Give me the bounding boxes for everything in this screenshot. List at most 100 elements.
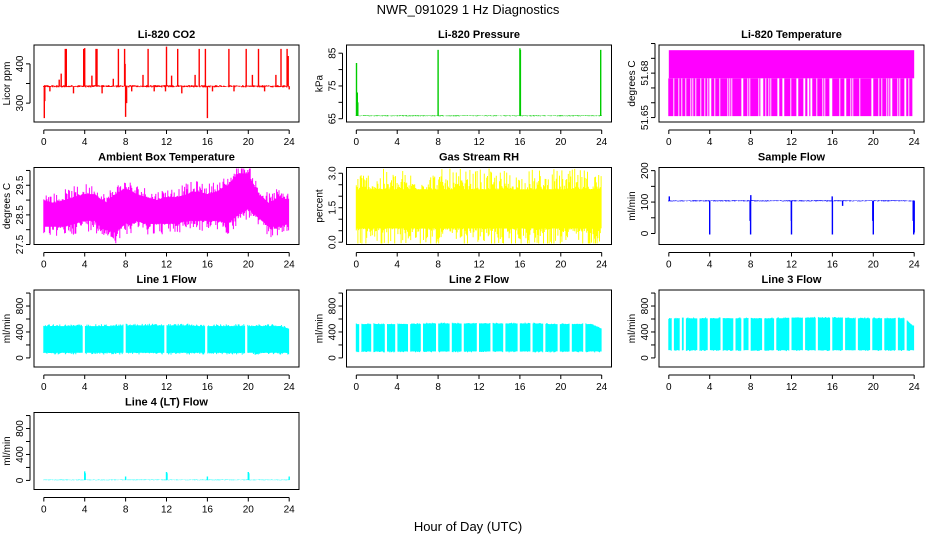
plot-frame [33,412,300,490]
x-tick-label: 24 [284,137,296,148]
y-axis-label: ml/min [315,314,326,343]
x-tick-label: 20 [243,505,255,516]
x-tick-label: 8 [123,505,129,516]
x-tick-label: 24 [596,260,608,271]
plot-frame [658,167,925,245]
y-tick-label: 300 [15,94,26,111]
panel-title: Line 3 Flow [762,274,822,286]
data-series [355,48,602,117]
y-tick-label: 29.5 [15,175,26,195]
data-series-upper [668,50,915,79]
panel-title: Ambient Box Temperature [98,152,235,164]
x-tick-label: 16 [514,137,526,148]
panel-title: Line 2 Flow [449,274,509,286]
x-tick-label: 0 [41,505,47,516]
x-tick-label: 24 [909,382,921,393]
x-tick-label: 4 [707,260,713,271]
x-tick-label: 0 [354,260,360,271]
x-tick-label: 4 [82,260,88,271]
x-tick-label: 8 [748,137,754,148]
x-tick-label: 16 [202,505,214,516]
y-tick-label: 200 [640,162,651,179]
panel-li-820-pressure: Li-820 Pressure kPa 0 4 8 12 16 20 24 65 75 85 [315,29,612,148]
y-tick-label: 75 [328,80,339,92]
panel-gas-stream-rh: Gas Stream RH percent 0 4 8 12 16 20 24 0.0 1.5 3.0 [315,152,612,271]
y-tick-label: 400 [15,446,26,463]
x-tick-label: 20 [243,137,255,148]
data-series-lower [668,78,913,117]
x-tick-label: 8 [123,260,129,271]
x-tick-label: 20 [555,382,567,393]
y-tick-label: 400 [15,323,26,340]
x-tick-label: 12 [473,137,485,148]
x-tick-label: 0 [41,137,47,148]
y-axis-label: ml/min [2,436,13,465]
y-tick-label: 800 [328,297,339,314]
x-tick-label: 24 [284,260,296,271]
y-axis-label: ml/min [627,314,638,343]
y-tick-label: 0 [640,355,651,361]
data-series [668,195,915,235]
y-tick-label: 0 [328,355,339,361]
x-tick-label: 16 [202,260,214,271]
x-tick-label: 16 [202,382,214,393]
x-tick-label: 24 [596,382,608,393]
x-tick-label: 8 [123,137,129,148]
x-tick-label: 0 [41,260,47,271]
x-tick-label: 12 [161,260,173,271]
x-tick-label: 8 [748,260,754,271]
y-axis-label: kPa [315,74,326,92]
panel-title: Li-820 Pressure [438,29,520,41]
x-tick-label: 24 [596,137,608,148]
plot-frame [33,44,300,123]
plot-frame [658,289,925,368]
panel-title: Li-820 Temperature [741,29,842,41]
x-tick-label: 0 [666,137,672,148]
plot-frame [346,44,612,123]
panel-title: Line 1 Flow [137,274,197,286]
x-tick-label: 12 [161,382,173,393]
y-axis-label: ml/min [2,314,13,343]
data-series [43,46,290,119]
y-tick-label: 400 [640,323,651,340]
x-tick-label: 20 [243,260,255,271]
y-tick-label: 85 [328,47,339,59]
x-tick-label: 24 [284,382,296,393]
plot-frame [346,289,612,368]
y-tick-label: 28.5 [15,205,26,225]
x-tick-label: 24 [909,137,921,148]
y-axis-label: degrees C [2,183,13,229]
x-tick-label: 8 [435,137,441,148]
x-tick-label: 16 [202,137,214,148]
x-tick-label: 20 [868,260,880,271]
x-tick-label: 16 [514,260,526,271]
data-series [668,316,915,352]
x-tick-label: 12 [161,505,173,516]
x-tick-label: 12 [473,260,485,271]
y-tick-label: 400 [15,55,26,72]
x-tick-label: 8 [435,260,441,271]
y-tick-label: 400 [328,323,339,340]
x-tick-label: 20 [555,260,567,271]
x-tick-label: 0 [666,260,672,271]
data-series [43,168,290,244]
y-tick-label: 51.65 [640,105,651,130]
x-tick-label: 24 [909,260,921,271]
panel-sample-flow: Sample Flow ml/min 0 4 8 12 16 20 24 0 100 200 [627,152,925,271]
plot-frame [33,289,300,368]
y-tick-label: 100 [640,193,651,210]
data-series [43,471,290,481]
x-tick-label: 16 [827,382,839,393]
x-tick-label: 12 [786,137,798,148]
x-axis-label: Hour of Day (UTC) [414,519,522,534]
figure-title: NWR_091029 1 Hz Diagnostics [377,2,560,17]
x-tick-label: 4 [394,137,400,148]
panel-title: Gas Stream RH [439,152,519,164]
y-tick-label: 0 [15,477,26,483]
x-tick-label: 4 [82,137,88,148]
x-tick-label: 8 [748,382,754,393]
x-tick-label: 8 [435,382,441,393]
y-tick-label: 800 [640,297,651,314]
data-series [355,322,602,353]
